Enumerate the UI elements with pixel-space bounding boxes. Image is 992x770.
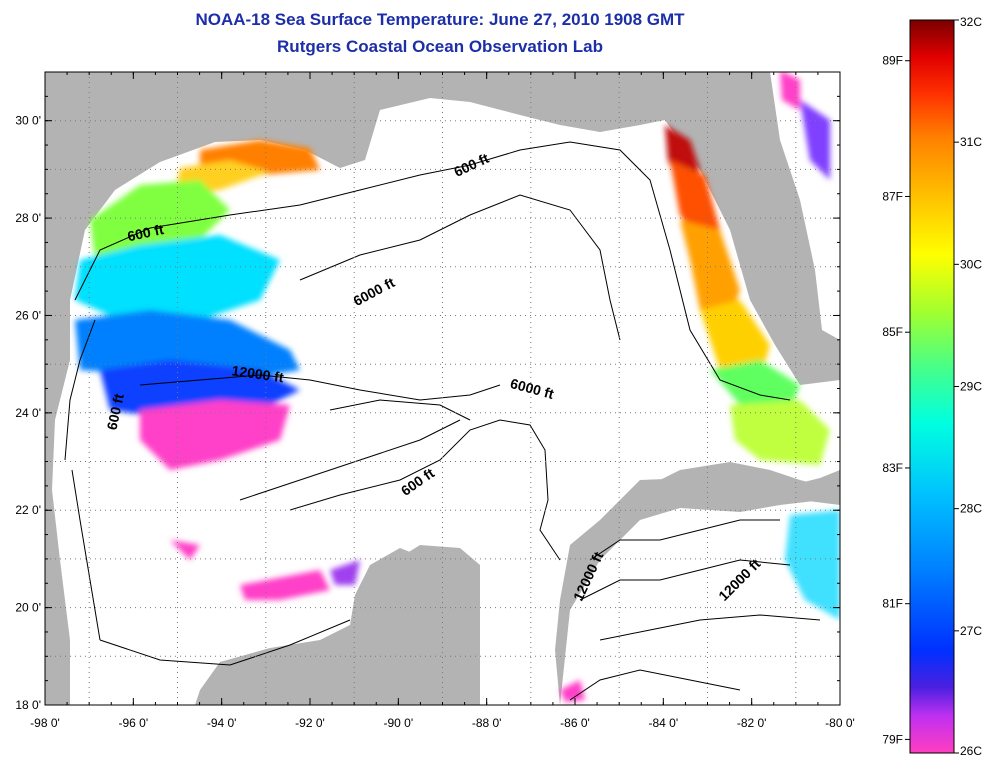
colorbar-celsius-label: 27C bbox=[960, 624, 982, 638]
colorbar-celsius-label: 30C bbox=[960, 257, 982, 271]
contour-label: 600 ft bbox=[126, 221, 165, 244]
graticule bbox=[45, 72, 840, 705]
colorbar-celsius-label: 32C bbox=[960, 15, 982, 29]
x-tick-label: -80 0' bbox=[825, 716, 855, 730]
colorbar-celsius-label: 26C bbox=[960, 744, 982, 758]
x-tick-label: -90 0' bbox=[384, 716, 414, 730]
yucatan bbox=[360, 545, 480, 705]
y-tick-label: 18 0' bbox=[15, 698, 41, 712]
colorbar-fahrenheit-label: 87F bbox=[882, 189, 903, 203]
colorbar-celsius-label: 28C bbox=[960, 502, 982, 516]
x-tick-label: -86 0' bbox=[560, 716, 590, 730]
y-tick-label: 26 0' bbox=[15, 308, 41, 322]
y-tick-label: 30 0' bbox=[15, 114, 41, 128]
depth-contours bbox=[64, 141, 821, 701]
x-tick-label: -84 0' bbox=[649, 716, 679, 730]
colorbar-fahrenheit-label: 85F bbox=[882, 325, 903, 339]
y-tick-label: 20 0' bbox=[15, 601, 41, 615]
cuba bbox=[615, 462, 840, 520]
colorbar-fahrenheit-label: 83F bbox=[882, 461, 903, 475]
x-tick-label: -88 0' bbox=[472, 716, 502, 730]
colorbar bbox=[909, 19, 955, 754]
x-tick-label: -96 0' bbox=[119, 716, 149, 730]
contour-label: 12000 ft bbox=[231, 362, 285, 385]
y-tick-label: 28 0' bbox=[15, 211, 41, 225]
map-subtitle: Rutgers Coastal Ocean Observation Lab bbox=[277, 37, 603, 56]
colorbar-fahrenheit-label: 79F bbox=[882, 732, 903, 746]
colorbar-fahrenheit-label: 81F bbox=[882, 597, 903, 611]
x-tick-label: -92 0' bbox=[295, 716, 325, 730]
contour-label: 600 ft bbox=[104, 392, 127, 431]
colorbar-celsius-label: 29C bbox=[960, 380, 982, 394]
map-title: NOAA-18 Sea Surface Temperature: June 27… bbox=[195, 10, 685, 29]
caribbean-sea bbox=[560, 498, 840, 705]
colorbar-ticks: 32C 31C 30C 29C 28C 27C 26C 89F 87F 85F 83F 81F 79F bbox=[882, 15, 982, 758]
x-tick-label: -94 0' bbox=[207, 716, 237, 730]
y-tick-label: 22 0' bbox=[15, 503, 41, 517]
colorbar-fahrenheit-label: 89F bbox=[882, 54, 903, 68]
x-tick-label: -82 0' bbox=[737, 716, 767, 730]
y-tick-label: 24 0' bbox=[15, 406, 41, 420]
axis-ticks: -98 0' -96 0' -94 0' -92 0' -90 0' -88 0' -86 … bbox=[15, 71, 855, 730]
colorbar-celsius-label: 31C bbox=[960, 135, 982, 149]
x-tick-label: -98 0' bbox=[30, 716, 60, 730]
